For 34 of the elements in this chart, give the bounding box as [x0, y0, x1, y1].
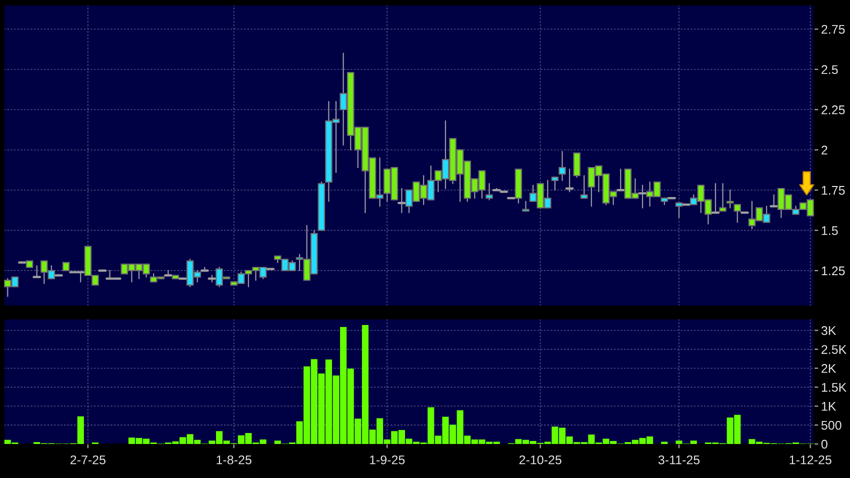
- y-tick-label: 2.25: [822, 105, 845, 114]
- y-tick-label: 1.25: [822, 266, 845, 276]
- candlestick: [726, 190, 734, 208]
- y-tick-label: 2.5K: [822, 345, 847, 354]
- y-tick-label: 2K: [822, 364, 836, 373]
- candlestick: [573, 152, 580, 178]
- candlestick: [32, 265, 42, 278]
- y-tick-label: 1K: [822, 402, 836, 411]
- candlestick: [551, 176, 559, 191]
- candlestick: [558, 150, 566, 182]
- y-tick-label: 1.5K: [822, 383, 847, 392]
- candlestick: [522, 200, 530, 212]
- x-tick-label: 2-10-25: [519, 455, 562, 464]
- y-tick-label: 2.75: [822, 24, 845, 34]
- candlestick: [770, 194, 778, 208]
- x-tick-label: 1-12-25: [790, 455, 832, 464]
- candlestick: [565, 168, 574, 192]
- candlestick: [711, 183, 720, 214]
- y-tick-label: 1.5: [822, 226, 838, 235]
- y-tick-label: 500: [821, 420, 842, 430]
- x-tick-label: 3-11-25: [658, 455, 700, 464]
- x-tick-label: 1-8-25: [216, 455, 252, 464]
- x-tick-label: 1-9-25: [370, 455, 405, 464]
- y-tick-label: 2: [822, 146, 828, 154]
- candlestick: [616, 168, 625, 192]
- candlestick: [580, 175, 588, 199]
- candlestick: [638, 184, 647, 208]
- y-tick-label: 3K: [821, 326, 836, 336]
- x-tick-label: 2-7-25: [70, 455, 106, 464]
- candlestick: [486, 183, 493, 200]
- y-tick-label: 0: [821, 440, 828, 449]
- y-tick-label: 1.75: [822, 186, 845, 195]
- candlestick: [398, 188, 406, 214]
- y-tick-label: 2.5: [822, 65, 838, 74]
